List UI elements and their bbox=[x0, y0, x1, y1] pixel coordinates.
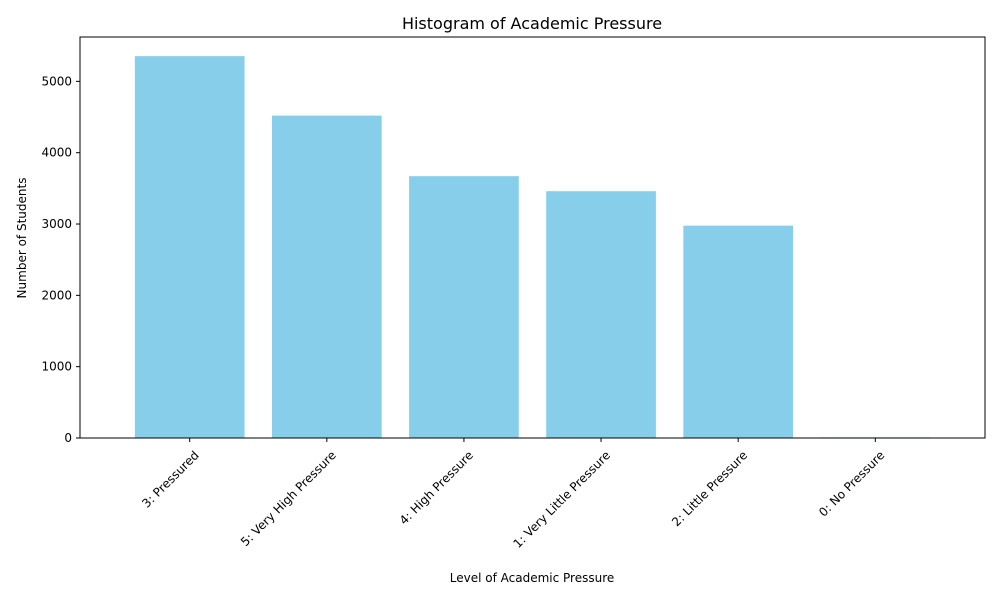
x-tick-label: 4: High Pressure bbox=[397, 448, 476, 527]
y-tick-label: 2000 bbox=[41, 288, 72, 302]
x-tick-label: 2: Little Pressure bbox=[669, 448, 750, 529]
y-tick-label: 0 bbox=[64, 431, 72, 445]
bars-group bbox=[134, 56, 931, 439]
bar bbox=[546, 191, 656, 438]
y-axis-label: Number of Students bbox=[15, 178, 29, 299]
y-tick-label: 4000 bbox=[41, 146, 72, 160]
chart-title: Histogram of Academic Pressure bbox=[402, 14, 662, 33]
bar bbox=[683, 225, 794, 438]
y-tick-label: 5000 bbox=[41, 74, 72, 88]
bar bbox=[409, 176, 519, 438]
x-axis-ticks: 3: Pressured 5: Very High Pressure 4: High… bbox=[139, 438, 887, 551]
x-axis-label: Level of Academic Pressure bbox=[450, 571, 615, 585]
bar bbox=[271, 115, 382, 438]
plot-frame bbox=[79, 36, 986, 439]
x-tick-label: 0: No Pressure bbox=[816, 448, 887, 519]
x-tick-label: 3: Pressured bbox=[139, 448, 201, 510]
y-tick-label: 1000 bbox=[41, 360, 72, 374]
x-tick-label: 5: Very High Pressure bbox=[238, 448, 339, 549]
bar bbox=[134, 56, 245, 439]
y-tick-label: 3000 bbox=[41, 217, 72, 231]
y-axis-ticks: 0 1000 2000 3000 4000 5000 bbox=[41, 74, 80, 445]
x-tick-label: 1: Very Little Pressure bbox=[510, 448, 613, 551]
